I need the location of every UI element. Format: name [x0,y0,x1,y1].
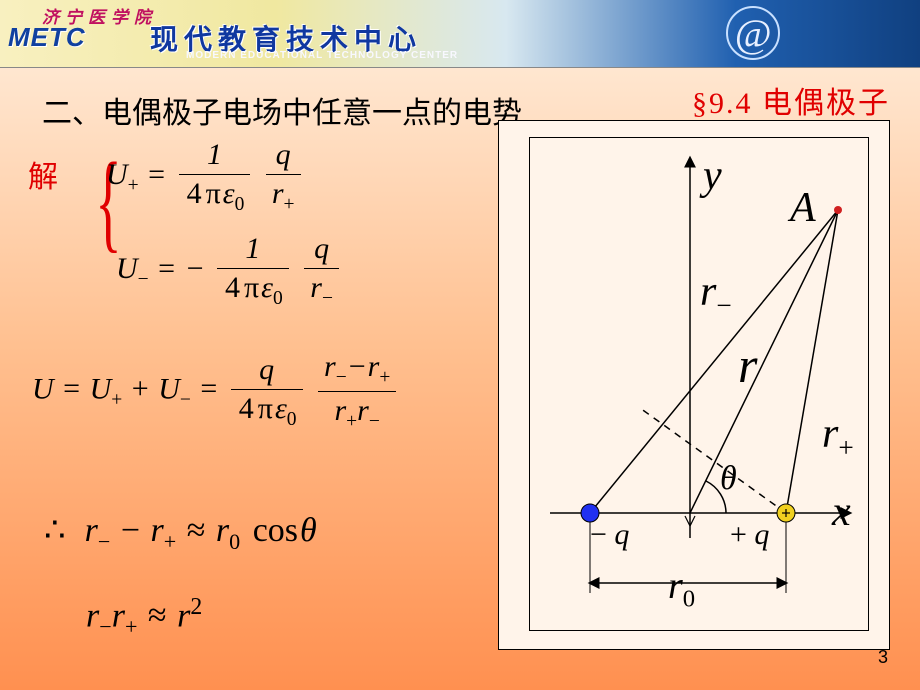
at-symbol-icon: @ [726,6,780,60]
label-theta: θ [720,460,737,498]
var: U [106,158,128,191]
page-heading: 二、电偶极子电场中任意一点的电势 [42,88,522,132]
label-neg-q: − q [590,518,629,552]
equation-u-total: U = U+ + U− = q 4πε0 r−−r+ r+r− [32,350,400,433]
op: = [146,158,167,191]
label-rplus: r+ [822,410,854,463]
num: 1 [179,138,251,175]
diagram-frame-inner: y x A r− r r+ θ − q + q r0 [529,137,869,631]
label-pos-q: + q [730,518,769,552]
diagram-frame-outer: y x A r− r r+ θ − q + q r0 [498,120,890,650]
frac: q r+ [266,138,301,216]
label-A: A [790,184,816,232]
banner-logo: METC [8,22,86,53]
sub: + [128,175,139,196]
den: 4πε0 [179,175,251,216]
section-label: §9.4 电偶极子 [692,78,890,122]
dipole-diagram [530,138,870,632]
frac: 1 4πε0 [179,138,251,216]
banner-sub-title: MODERN EDUCATIONAL TECHNOLOGY CENTER [186,50,458,61]
banner: 济宁医学院 METC 现代教育技术中心 MODERN EDUCATIONAL T… [0,0,920,68]
label-rminus: r− [700,268,732,321]
equation-approx-diff: ∴ r− − r+ ≈ r0 cosθ [42,510,317,555]
label-x: x [832,488,851,536]
equation-u-minus: U− = − 1 4πε0 q r− [116,232,343,310]
solve-label: 解 [28,152,58,196]
label-y: y [703,152,722,200]
label-r0: r0 [668,564,695,614]
page-number: 3 [878,647,888,668]
equation-approx-prod: r−r+ ≈ r2 [86,594,202,640]
equation-u-plus: U+ = 1 4πε0 q r+ [106,138,305,216]
label-r: r [738,336,757,394]
